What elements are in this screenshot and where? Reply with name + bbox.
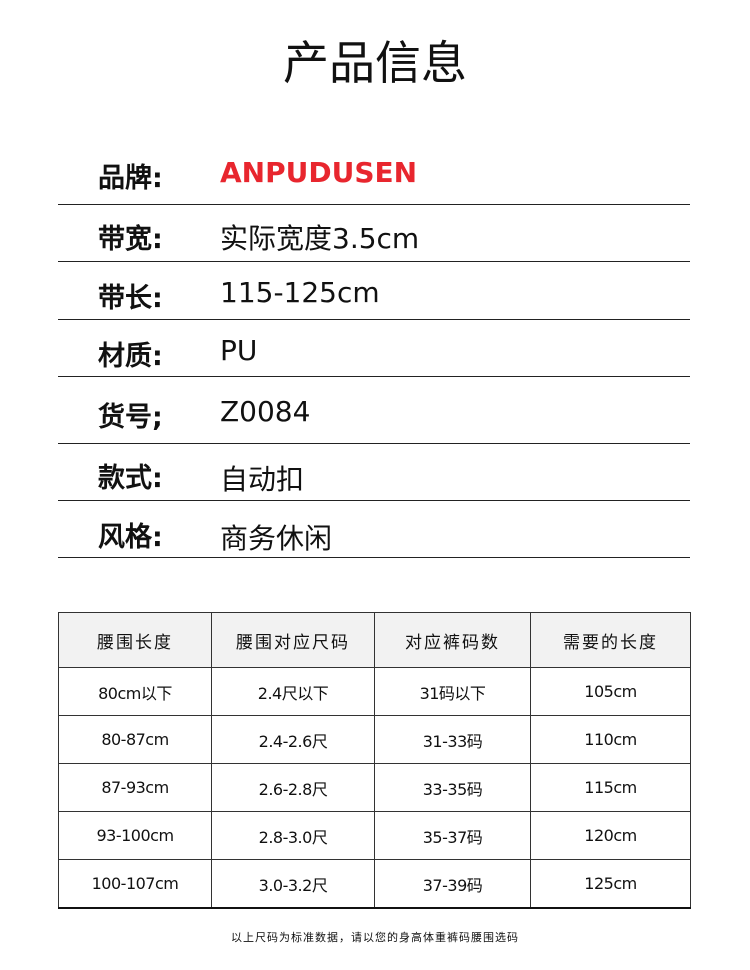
table-cell: 105cm bbox=[530, 667, 691, 716]
table-cell: 2.4尺以下 bbox=[211, 667, 375, 716]
info-row-material: 材质: PU bbox=[58, 320, 690, 377]
table-cell: 120cm bbox=[530, 811, 691, 860]
info-row-length: 带长: 115-125cm bbox=[58, 262, 690, 320]
table-cell: 35-37码 bbox=[374, 811, 531, 860]
size-note: 以上尺码为标准数据，请以您的身高体重裤码腰围选码 bbox=[231, 931, 519, 944]
page-title: 产品信息 bbox=[283, 36, 467, 90]
table-cell: 115cm bbox=[530, 763, 691, 812]
table-cell: 125cm bbox=[530, 859, 691, 909]
table-cell: 80-87cm bbox=[58, 715, 212, 764]
table-cell: 93-100cm bbox=[58, 811, 212, 860]
info-row-fashion: 风格: 商务休闲 bbox=[58, 501, 690, 558]
info-row-style: 款式: 自动扣 bbox=[58, 444, 690, 501]
info-value: 115-125cm bbox=[220, 276, 380, 309]
info-label: 材质: bbox=[98, 341, 163, 372]
table-cell: 87-93cm bbox=[58, 763, 212, 812]
info-row-item-number: 货号; Z0084 bbox=[58, 377, 690, 444]
table-cell: 33-35码 bbox=[374, 763, 531, 812]
info-value-brand: ANPUDUSEN bbox=[220, 156, 418, 189]
table-row: 100-107cm 3.0-3.2尺 37-39码 125cm bbox=[58, 859, 691, 909]
info-label: 带宽: bbox=[98, 224, 163, 255]
table-row: 87-93cm 2.6-2.8尺 33-35码 115cm bbox=[58, 763, 691, 812]
info-label: 品牌: bbox=[98, 163, 163, 194]
table-row: 93-100cm 2.8-3.0尺 35-37码 120cm bbox=[58, 811, 691, 860]
info-value: 商务休闲 bbox=[220, 522, 333, 555]
info-value: Z0084 bbox=[220, 395, 311, 428]
column-header: 腰围对应尺码 bbox=[211, 612, 375, 668]
info-label: 货号; bbox=[98, 402, 163, 433]
table-row: 80-87cm 2.4-2.6尺 31-33码 110cm bbox=[58, 715, 691, 764]
info-label: 带长: bbox=[98, 283, 163, 314]
column-header: 腰围长度 bbox=[58, 612, 212, 668]
info-row-width: 带宽: 实际宽度3.5cm bbox=[58, 205, 690, 262]
table-cell: 2.6-2.8尺 bbox=[211, 763, 375, 812]
table-row: 80cm以下 2.4尺以下 31码以下 105cm bbox=[58, 667, 691, 716]
size-table: 腰围长度 腰围对应尺码 对应裤码数 需要的长度 80cm以下 2.4尺以下 31码以… bbox=[58, 612, 691, 909]
table-cell: 37-39码 bbox=[374, 859, 531, 909]
info-label: 款式: bbox=[98, 463, 163, 494]
table-cell: 110cm bbox=[530, 715, 691, 764]
info-value: PU bbox=[220, 334, 258, 367]
column-header: 需要的长度 bbox=[530, 612, 691, 668]
table-cell: 31码以下 bbox=[374, 667, 531, 716]
table-cell: 2.4-2.6尺 bbox=[211, 715, 375, 764]
column-header: 对应裤码数 bbox=[374, 612, 531, 668]
table-cell: 80cm以下 bbox=[58, 667, 212, 716]
table-cell: 31-33码 bbox=[374, 715, 531, 764]
info-label: 风格: bbox=[98, 522, 163, 553]
table-cell: 3.0-3.2尺 bbox=[211, 859, 375, 909]
info-value: 实际宽度3.5cm bbox=[220, 222, 420, 255]
info-value: 自动扣 bbox=[220, 463, 305, 496]
info-row-brand: 品牌: ANPUDUSEN bbox=[58, 140, 690, 205]
table-cell: 100-107cm bbox=[58, 859, 212, 909]
table-cell: 2.8-3.0尺 bbox=[211, 811, 375, 860]
table-header-row: 腰围长度 腰围对应尺码 对应裤码数 需要的长度 bbox=[58, 612, 691, 668]
